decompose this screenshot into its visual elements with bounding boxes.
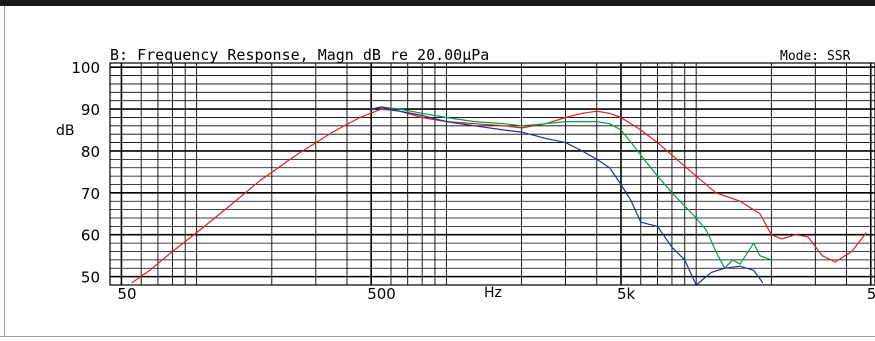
tick-labels: 100 90 80 70 60 50 50 500 5k 50k [71,59,875,303]
chart-title: B: Frequency Response, Magn dB re 20.00µ… [110,46,489,64]
y-axis-label: dB [56,123,75,139]
x-tick-label: 50 [117,285,136,303]
grid-lines [110,63,875,285]
series-group [131,106,867,286]
y-tick-label: 90 [81,101,100,119]
series-line-2 [371,106,772,269]
x-tick-label: 500 [367,285,396,303]
y-tick-label: 70 [81,185,100,203]
left-frame-edge [0,6,5,340]
mode-label: Mode: SSR [780,49,851,64]
x-tick-label: 5k [617,285,636,303]
y-tick-label: 80 [81,143,100,161]
series-line-3 [371,106,764,286]
series-line-1 [131,108,867,284]
plot-border [109,62,875,286]
x-tick-label: 50k [867,285,875,303]
y-tick-label: 60 [81,227,100,245]
top-edge-bar [0,0,875,6]
y-tick-label: 50 [81,269,100,287]
bottom-frame-edge [0,336,875,341]
x-axis-label: Hz [484,285,502,301]
y-tick-label: 100 [71,59,100,77]
